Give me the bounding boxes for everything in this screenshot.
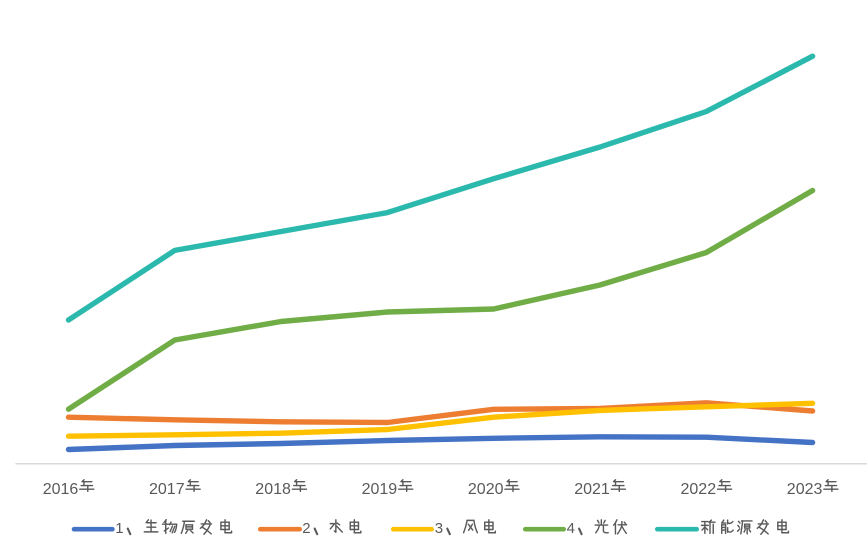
svg-text:2021: 2021: [574, 481, 610, 498]
svg-text:1: 1: [115, 520, 123, 537]
svg-text:2018: 2018: [255, 481, 291, 498]
svg-text:4: 4: [567, 520, 575, 537]
svg-text:3: 3: [435, 520, 443, 537]
svg-text:2020: 2020: [468, 481, 504, 498]
svg-text:2022: 2022: [681, 481, 717, 498]
svg-text:2023: 2023: [787, 481, 823, 498]
svg-text:2019: 2019: [362, 481, 398, 498]
svg-text:2: 2: [302, 520, 310, 537]
svg-text:2017: 2017: [149, 481, 185, 498]
svg-text:2016: 2016: [43, 481, 79, 498]
